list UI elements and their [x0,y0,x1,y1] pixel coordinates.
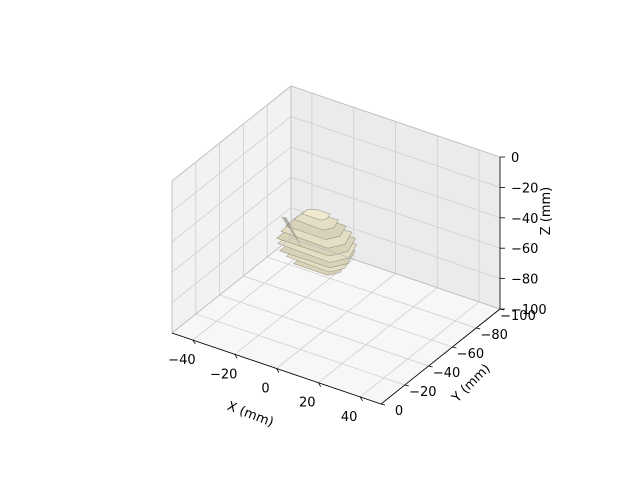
pane-edge [290,237,501,310]
x-tick-label: −20 [210,367,237,382]
x-axis-label: X (mm) [225,399,276,430]
x-tick-label: 40 [341,410,358,425]
y-tick-label: −60 [457,347,484,362]
x-tick-label: 0 [261,382,269,397]
y-tick [404,384,409,387]
y-tick-label: −40 [433,366,460,381]
pane-edge [171,85,292,182]
axis-lines [171,85,501,405]
z-tick-label: −20 [511,181,538,196]
y-tick [428,365,433,368]
y-tick-label: −80 [480,328,507,343]
z-tick-label: −60 [511,242,538,257]
z-axis-label: Z (mm) [539,187,554,236]
y-tick-label: −20 [409,385,436,400]
x-tick [234,354,238,359]
x-tick-label: −40 [168,353,195,368]
z-tick-label: −100 [511,303,547,318]
surface-layer [301,209,331,221]
surface-object [276,209,358,276]
y-tick-label: −100 [500,309,536,324]
y-tick [452,346,457,349]
pane-edge [171,237,292,334]
y-axis-line [380,308,501,405]
tick-labels: −40 −20 0 20 40 −100 −80 −60 −40 −20 0 0 −20 −40 −60 −8… [168,151,547,425]
y-tick-label: 0 [395,404,403,419]
tick-marks [192,156,505,406]
left-pane [172,86,291,333]
pane-edge [290,85,501,158]
z-tick-label: −80 [511,273,538,288]
z-tick-label: −40 [511,212,538,227]
x-tick [359,396,363,402]
x-tick-label: 20 [299,396,316,411]
y-tick [476,327,481,330]
y-tick [380,403,386,406]
z-tick-label: 0 [511,151,519,166]
x-tick [192,339,196,345]
x-tick [276,368,280,373]
x-tick [317,382,322,387]
